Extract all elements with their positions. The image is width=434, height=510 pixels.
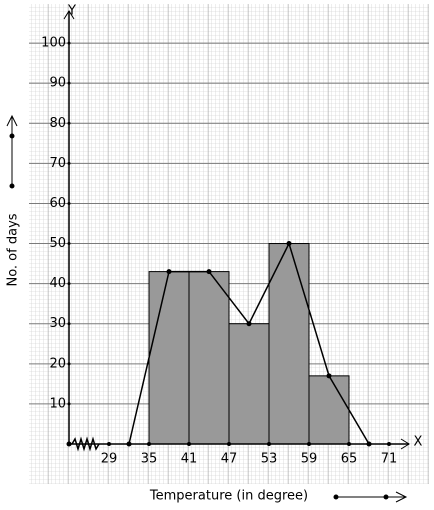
x-tick-mark — [267, 442, 271, 446]
x-tick-label: 59 — [301, 452, 318, 467]
y-axis-label: No. of days — [6, 213, 21, 286]
x-tick-label: 47 — [221, 452, 238, 467]
y-axis-name: Y — [67, 4, 76, 19]
y-tick-mark — [67, 362, 71, 366]
y-tick-mark — [67, 41, 71, 45]
bar — [268, 243, 310, 445]
y-tick-label: 50 — [49, 236, 66, 251]
y-tick-mark — [67, 121, 71, 125]
bar — [148, 271, 190, 445]
polygon-point — [166, 269, 172, 275]
x-tick-label: 53 — [261, 452, 278, 467]
y-tick-mark — [67, 161, 71, 165]
x-axis-arrow — [400, 438, 410, 450]
y-tick-mark — [67, 402, 71, 406]
plot: X Y 10 20 30 40 50 60 70 80 90 100 29 35 41 47 53 59 65 71 — [29, 4, 429, 467]
x-tick-mark — [187, 442, 191, 446]
x-tick-label: 71 — [381, 452, 398, 467]
x-axis-label: Temperature (in degree) — [149, 489, 308, 504]
x-tick-label: 35 — [141, 452, 158, 467]
polygon-point — [326, 373, 332, 379]
x-tick-mark — [227, 442, 231, 446]
x-tick-mark — [107, 442, 111, 446]
y-tick-mark — [67, 201, 71, 205]
y-tick-label: 80 — [49, 116, 66, 131]
arrow-decoration — [6, 114, 408, 503]
x-tick-mark — [347, 442, 351, 446]
x-tick-label: 65 — [341, 452, 358, 467]
polygon-point — [206, 269, 212, 275]
y-tick-label: 40 — [49, 276, 66, 291]
y-tick-mark — [67, 81, 71, 85]
x-tick-mark — [387, 442, 391, 446]
bar — [228, 323, 270, 445]
origin-point — [66, 441, 72, 447]
y-tick-label: 10 — [49, 396, 66, 411]
bar — [188, 271, 230, 445]
x-tick-label: 29 — [101, 452, 118, 467]
y-axis-arrow — [63, 10, 75, 20]
y-tick-label: 30 — [49, 316, 66, 331]
y-tick-mark — [67, 242, 71, 246]
bar — [308, 375, 350, 445]
y-tick-label: 90 — [49, 76, 66, 91]
x-tick-mark — [147, 442, 151, 446]
x-tick-mark — [307, 442, 311, 446]
polygon-point — [246, 321, 252, 327]
y-tick-label: 60 — [49, 196, 66, 211]
x-tick-label: 41 — [181, 452, 198, 467]
y-tick-label: 70 — [49, 156, 66, 171]
y-tick-mark — [67, 282, 71, 286]
axis-break — [71, 436, 100, 452]
x-axis-name: X — [414, 435, 423, 450]
y-tick-label: 100 — [41, 36, 66, 51]
polygon-point — [286, 241, 292, 247]
y-tick-mark — [67, 322, 71, 326]
y-tick-label: 20 — [49, 356, 66, 371]
